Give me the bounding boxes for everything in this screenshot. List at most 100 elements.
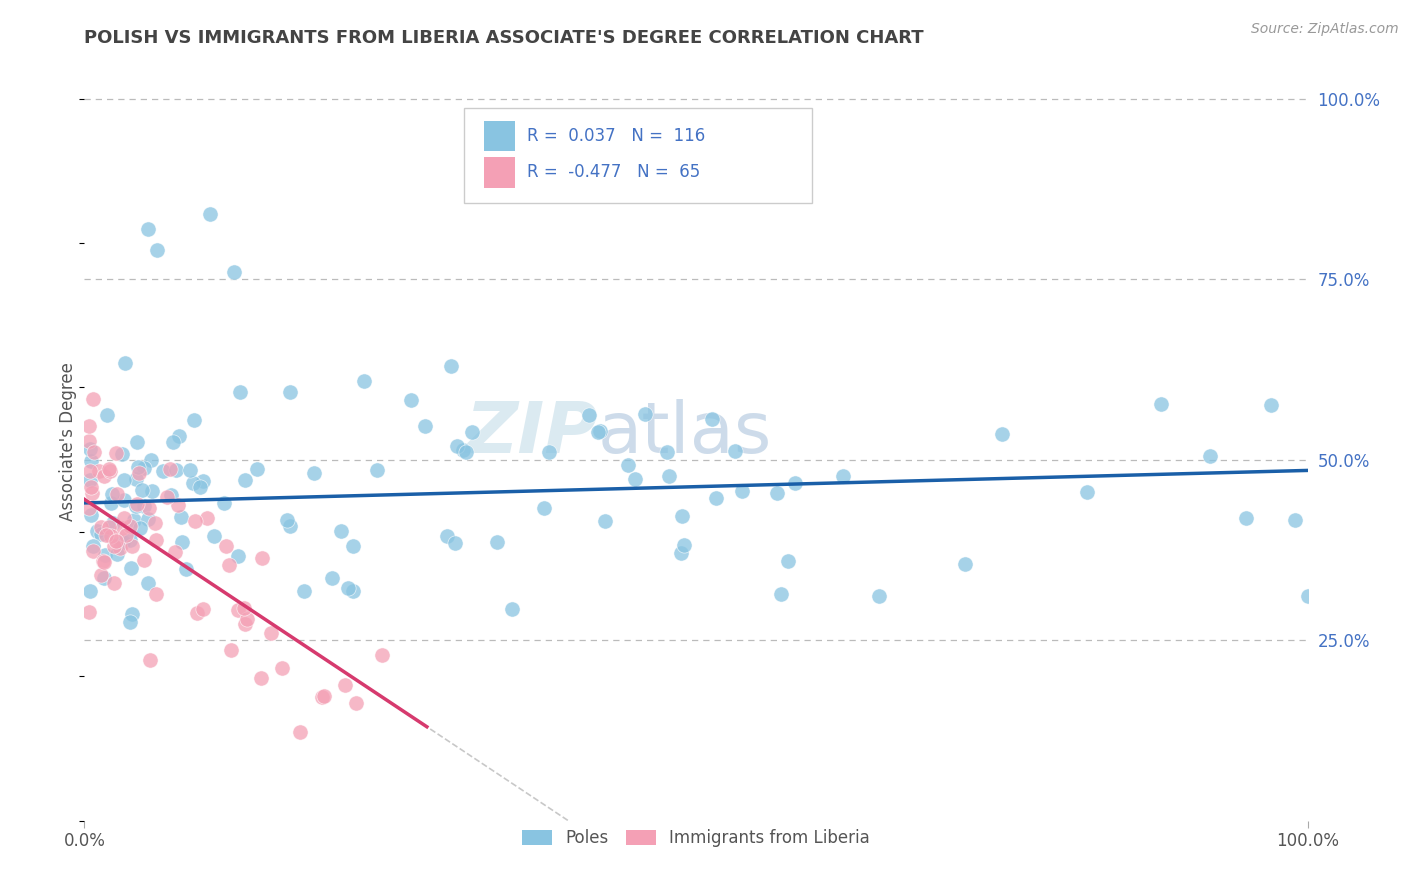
Point	[271, 660, 294, 674]
Point	[731, 483, 754, 498]
Point	[276, 513, 298, 527]
Text: R =  -0.477   N =  65: R = -0.477 N = 65	[527, 163, 700, 181]
Point	[366, 463, 388, 477]
Point	[145, 533, 167, 547]
Point	[100, 496, 122, 510]
Point	[330, 524, 353, 538]
Point	[94, 549, 117, 563]
Point	[89, 464, 111, 478]
Point	[292, 584, 315, 599]
Point	[104, 446, 127, 460]
Point	[179, 463, 201, 477]
Point	[77, 418, 100, 433]
Point	[120, 615, 142, 629]
Point	[226, 602, 249, 616]
Point	[100, 529, 122, 543]
Point	[93, 555, 115, 569]
Point	[461, 425, 484, 440]
Point	[96, 408, 118, 422]
Point	[159, 488, 181, 502]
Point	[246, 462, 269, 476]
Point	[86, 524, 108, 538]
Point	[170, 510, 193, 524]
Point	[111, 521, 134, 535]
Point	[538, 444, 561, 458]
Point	[783, 476, 806, 491]
Point	[80, 486, 103, 500]
Point	[162, 434, 184, 449]
Point	[114, 356, 136, 370]
Legend: Poles, Immigrants from Liberia: Poles, Immigrants from Liberia	[516, 822, 876, 854]
Point	[118, 533, 141, 547]
Point	[79, 464, 101, 478]
Point	[1198, 449, 1220, 463]
Point	[278, 519, 301, 533]
Point	[342, 584, 364, 599]
Text: POLISH VS IMMIGRANTS FROM LIBERIA ASSOCIATE'S DEGREE CORRELATION CHART: POLISH VS IMMIGRANTS FROM LIBERIA ASSOCI…	[84, 29, 924, 47]
Point	[202, 529, 225, 543]
Text: atlas: atlas	[598, 400, 772, 468]
Point	[195, 511, 218, 525]
Point	[724, 444, 747, 458]
Point	[991, 426, 1014, 441]
Point	[111, 447, 134, 461]
Text: ZIP: ZIP	[465, 400, 598, 468]
Point	[132, 460, 155, 475]
Point	[250, 671, 273, 685]
Text: R =  0.037   N =  116: R = 0.037 N = 116	[527, 127, 706, 145]
Point	[90, 568, 112, 582]
Point	[233, 473, 256, 487]
Point	[98, 462, 121, 476]
Point	[314, 689, 336, 703]
Point	[112, 493, 135, 508]
Point	[1296, 590, 1319, 604]
Point	[77, 434, 100, 449]
Point	[413, 418, 436, 433]
Point	[446, 440, 468, 454]
Point	[165, 463, 187, 477]
Point	[136, 576, 159, 591]
Point	[176, 562, 198, 576]
Point	[311, 690, 333, 705]
Point	[136, 512, 159, 526]
Point	[502, 602, 524, 616]
Point	[79, 584, 101, 599]
Point	[578, 408, 600, 422]
Point	[132, 553, 155, 567]
Point	[236, 612, 259, 626]
Point	[336, 581, 359, 595]
Point	[454, 445, 477, 459]
Point	[288, 725, 311, 739]
Point	[145, 586, 167, 600]
Point	[139, 453, 162, 467]
Point	[77, 500, 100, 515]
Point	[125, 499, 148, 513]
Point	[103, 539, 125, 553]
FancyBboxPatch shape	[484, 157, 515, 187]
Point	[214, 540, 236, 554]
Point	[399, 393, 422, 408]
Point	[655, 444, 678, 458]
Point	[766, 485, 789, 500]
Point	[101, 487, 124, 501]
Point	[122, 513, 145, 527]
Point	[869, 589, 891, 603]
Text: Source: ZipAtlas.com: Source: ZipAtlas.com	[1251, 22, 1399, 37]
Point	[167, 428, 190, 442]
Point	[80, 480, 103, 494]
Point	[233, 617, 256, 632]
Point	[139, 653, 162, 667]
Point	[346, 696, 368, 710]
Point	[128, 467, 150, 481]
Point	[115, 528, 138, 542]
Point	[163, 545, 186, 559]
Point	[141, 484, 163, 499]
Point	[105, 533, 128, 548]
Point	[93, 571, 115, 585]
Point	[1284, 513, 1306, 527]
Point	[533, 500, 555, 515]
Point	[778, 553, 800, 567]
Point	[80, 508, 103, 522]
Point	[121, 539, 143, 553]
Point	[302, 466, 325, 480]
